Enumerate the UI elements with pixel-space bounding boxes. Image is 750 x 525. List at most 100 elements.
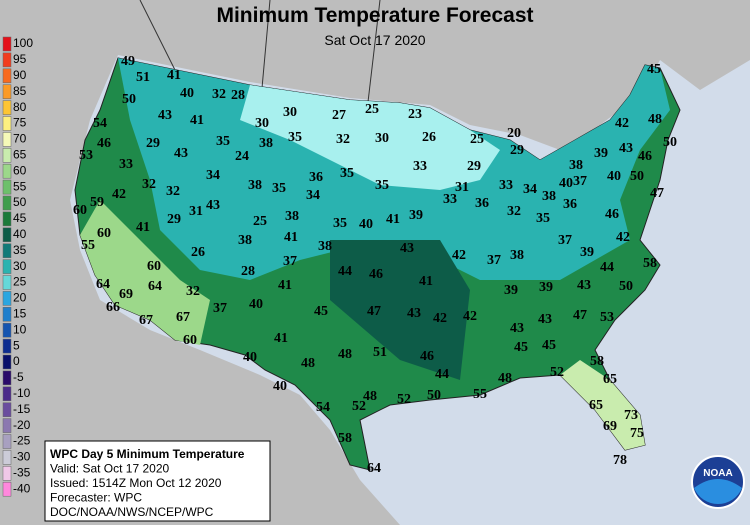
station-temp: 29 xyxy=(146,136,160,151)
legend-swatch xyxy=(2,148,12,163)
station-temp: 58 xyxy=(338,431,352,446)
station-temp: 43 xyxy=(206,198,220,213)
station-temp: 40 xyxy=(180,86,194,101)
info-box xyxy=(44,440,271,522)
legend-swatch xyxy=(2,370,12,386)
station-temp: 39 xyxy=(409,208,423,223)
legend-swatch xyxy=(2,291,12,306)
legend-swatch xyxy=(2,466,12,481)
station-temp: 52 xyxy=(397,392,411,407)
station-temp: 38 xyxy=(318,239,332,254)
station-temp: 64 xyxy=(96,277,110,292)
station-temp: 36 xyxy=(563,197,577,212)
station-temp: 41 xyxy=(274,331,288,346)
legend-label: 5 xyxy=(13,338,20,352)
station-temp: 35 xyxy=(340,166,354,181)
legend-label: -5 xyxy=(13,370,24,384)
station-temp: 23 xyxy=(408,107,422,122)
station-temp: 41 xyxy=(284,230,298,245)
station-temp: 39 xyxy=(539,280,553,295)
station-temp: 29 xyxy=(510,143,524,158)
station-temp: 44 xyxy=(435,367,449,382)
station-temp: 40 xyxy=(607,169,621,184)
station-temp: 41 xyxy=(136,220,150,235)
legend-swatch xyxy=(2,434,12,449)
station-temp: 25 xyxy=(365,102,379,117)
station-temp: 38 xyxy=(259,136,273,151)
legend-label: -30 xyxy=(13,450,31,464)
station-temp: 38 xyxy=(248,178,262,193)
station-temp: 40 xyxy=(243,350,257,365)
station-temp: 40 xyxy=(249,297,263,312)
station-temp: 58 xyxy=(590,354,604,369)
station-temp: 30 xyxy=(375,131,389,146)
station-temp: 65 xyxy=(603,372,617,387)
info-line: Issued: 1514Z Mon Oct 12 2020 xyxy=(50,476,222,490)
station-temp: 42 xyxy=(112,187,126,202)
info-line: DOC/NOAA/NWS/NCEP/WPC xyxy=(50,505,214,519)
legend-label: 75 xyxy=(13,116,27,130)
station-temp: 43 xyxy=(538,312,552,327)
station-temp: 34 xyxy=(206,168,220,183)
station-temp: 42 xyxy=(463,309,477,324)
station-temp: 38 xyxy=(569,158,583,173)
station-temp: 34 xyxy=(523,182,537,197)
station-temp: 41 xyxy=(167,68,181,83)
station-temp: 32 xyxy=(507,204,521,219)
info-line: Valid: Sat Oct 17 2020 xyxy=(50,462,170,476)
legend-swatch xyxy=(2,402,12,417)
border xyxy=(139,0,176,71)
legend-label: -20 xyxy=(13,418,31,432)
station-temp: 50 xyxy=(630,169,644,184)
station-temp: 39 xyxy=(504,283,518,298)
station-temp: 25 xyxy=(470,132,484,147)
legend-label: 50 xyxy=(13,195,27,209)
station-temp: 27 xyxy=(332,108,346,123)
legend-label: -10 xyxy=(13,386,31,400)
legend-label: 40 xyxy=(13,227,27,241)
legend-swatch xyxy=(2,243,12,258)
station-temp: 29 xyxy=(467,159,481,174)
legend-swatch xyxy=(2,338,12,354)
legend-label: 20 xyxy=(13,291,27,305)
noaa-logo-wave xyxy=(694,479,742,504)
station-temp: 73 xyxy=(624,408,638,423)
station-temp: 48 xyxy=(301,356,315,371)
station-temp: 33 xyxy=(499,178,513,193)
station-temp: 32 xyxy=(212,87,226,102)
station-temp: 43 xyxy=(174,146,188,161)
station-temp: 37 xyxy=(487,253,501,268)
station-temp: 43 xyxy=(619,141,633,156)
station-temp: 55 xyxy=(473,387,487,402)
station-temp: 51 xyxy=(373,345,387,360)
station-temp: 39 xyxy=(594,146,608,161)
station-temp: 30 xyxy=(283,105,297,120)
station-temp: 50 xyxy=(122,92,136,107)
station-temp: 47 xyxy=(367,304,381,319)
station-temp: 32 xyxy=(336,132,350,147)
station-temp: 66 xyxy=(106,300,120,315)
station-temp: 42 xyxy=(615,116,629,131)
station-temp: 51 xyxy=(136,70,150,85)
station-temp: 64 xyxy=(367,461,381,476)
legend-swatch xyxy=(2,322,12,338)
station-temp: 31 xyxy=(189,204,203,219)
station-temp: 35 xyxy=(375,178,389,193)
station-temp: 20 xyxy=(507,126,521,141)
station-temp: 46 xyxy=(420,349,434,364)
temp-region xyxy=(330,240,470,380)
station-temp: 52 xyxy=(550,365,564,380)
station-temp: 49 xyxy=(121,54,135,69)
station-temp: 29 xyxy=(167,212,181,227)
station-temp: 35 xyxy=(333,216,347,231)
station-temp: 36 xyxy=(475,196,489,211)
station-temp: 45 xyxy=(647,62,661,77)
station-temp: 35 xyxy=(536,211,550,226)
legend-swatch xyxy=(2,481,12,497)
legend-label: 70 xyxy=(13,132,27,146)
legend-label: 10 xyxy=(13,322,27,336)
legend-label: 25 xyxy=(13,275,27,289)
border xyxy=(367,0,381,103)
